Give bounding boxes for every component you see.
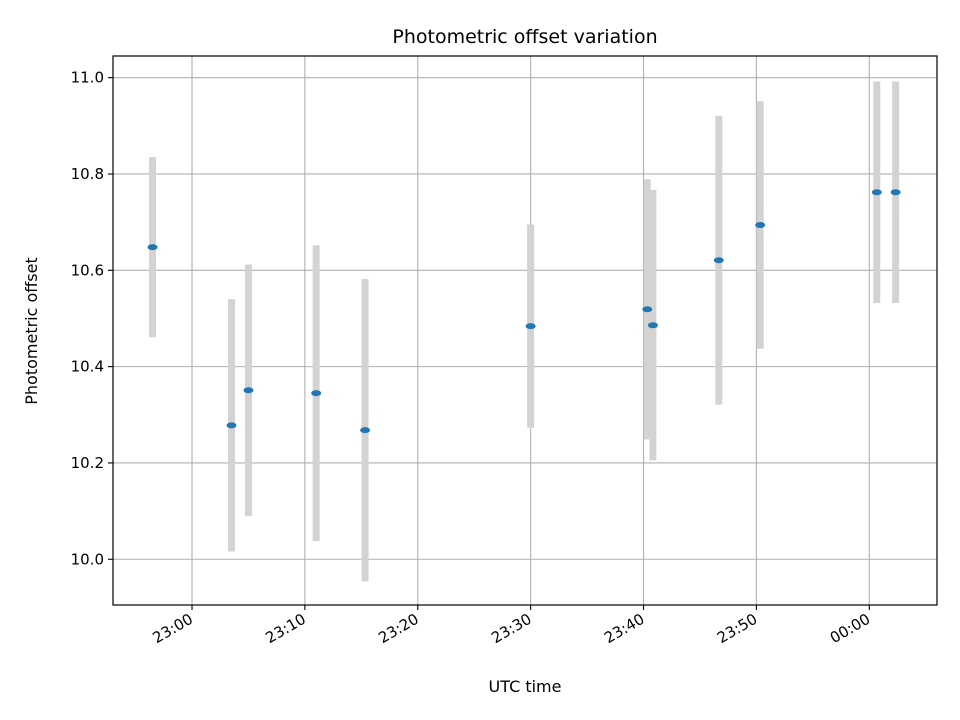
data-point [147, 244, 158, 251]
data-point [525, 323, 536, 330]
y-tick-label: 10.0 [71, 550, 104, 568]
data-point [243, 387, 254, 394]
y-tick-label: 10.8 [71, 165, 104, 183]
y-axis-label: Photometric offset [22, 257, 41, 405]
data-point [360, 427, 371, 434]
data-points [147, 189, 901, 434]
y-tick-label: 10.6 [71, 261, 104, 279]
y-tick-label: 10.2 [71, 454, 104, 472]
data-point [890, 189, 901, 196]
plot-frame [112, 55, 938, 606]
data-point [713, 257, 724, 264]
x-axis-label: UTC time [489, 677, 562, 696]
data-point [647, 322, 658, 329]
data-point [226, 422, 237, 429]
data-point [871, 189, 882, 196]
data-point [642, 306, 653, 313]
chart-title: Photometric offset variation [392, 26, 657, 48]
y-tick-label: 10.4 [71, 358, 104, 376]
data-point [755, 222, 766, 229]
y-tick-label: 11.0 [71, 69, 104, 87]
data-point [311, 390, 322, 397]
